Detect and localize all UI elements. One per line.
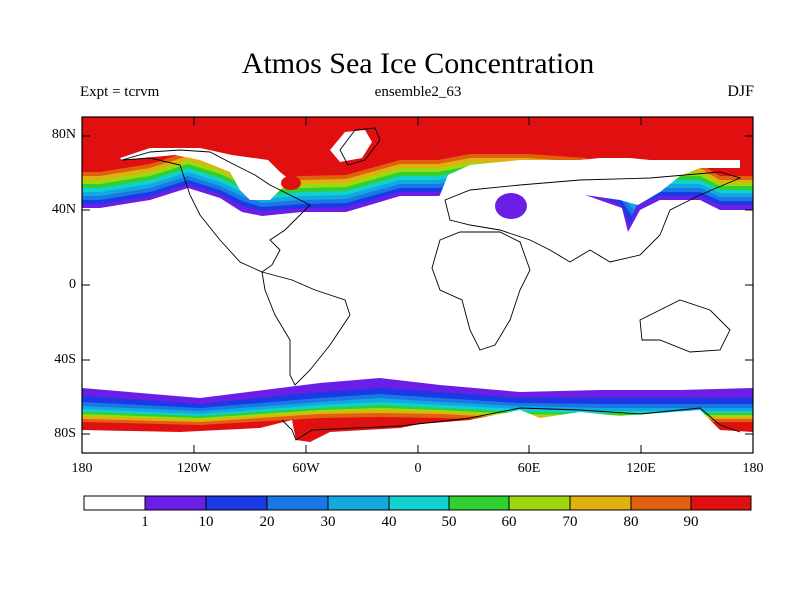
legend-label: 20 [259, 514, 275, 530]
legend-swatch [327, 495, 390, 511]
lon-label: 60E [517, 461, 541, 476]
legend-swatch [448, 495, 510, 511]
chart-title: Atmos Sea Ice Concentration [241, 47, 595, 80]
experiment-label: Expt = tcrvm [80, 84, 160, 100]
legend-swatch [630, 495, 692, 511]
legend-swatch [205, 495, 268, 511]
legend-swatch [508, 495, 571, 511]
legend-swatch [144, 495, 207, 511]
lat-label: 40N [51, 202, 76, 217]
legend-swatch [83, 495, 146, 511]
legend-swatch [388, 495, 450, 511]
legend-label: 60 [501, 514, 517, 530]
legend-colorbar [83, 495, 752, 511]
greenland-ice-free [330, 130, 372, 162]
legend-label: 80 [623, 514, 639, 530]
lat-label: 80S [54, 426, 76, 441]
lon-label: 0 [414, 461, 422, 476]
lat-label: 80N [51, 127, 76, 142]
lon-label: 120E [626, 461, 656, 476]
legend-label: 50 [441, 514, 457, 530]
lon-label: 180 [71, 461, 93, 476]
antarctica-land [82, 410, 753, 453]
ensemble-label: ensemble2_63 [374, 84, 462, 100]
lat-label: 40S [54, 352, 76, 367]
axis-ticks [82, 117, 753, 453]
legend-label: 40 [381, 514, 397, 530]
legend-swatch [569, 495, 632, 511]
lon-label: 180 [742, 461, 764, 476]
hudson-bay-ice [281, 176, 301, 190]
lon-label: 60W [292, 461, 320, 476]
legend-label: 30 [320, 514, 336, 530]
caspian-ice [495, 193, 527, 219]
north-america-ice-free [120, 148, 290, 200]
season-label: DJF [727, 83, 754, 100]
lat-label: 0 [69, 277, 76, 292]
legend-label: 1 [141, 514, 149, 530]
lon-label: 120W [176, 461, 212, 476]
legend-label: 90 [683, 514, 699, 530]
legend-label: 70 [562, 514, 578, 530]
legend-swatch [690, 495, 752, 511]
legend-label: 10 [198, 514, 214, 530]
legend-swatch [266, 495, 329, 511]
coastlines [121, 127, 742, 441]
